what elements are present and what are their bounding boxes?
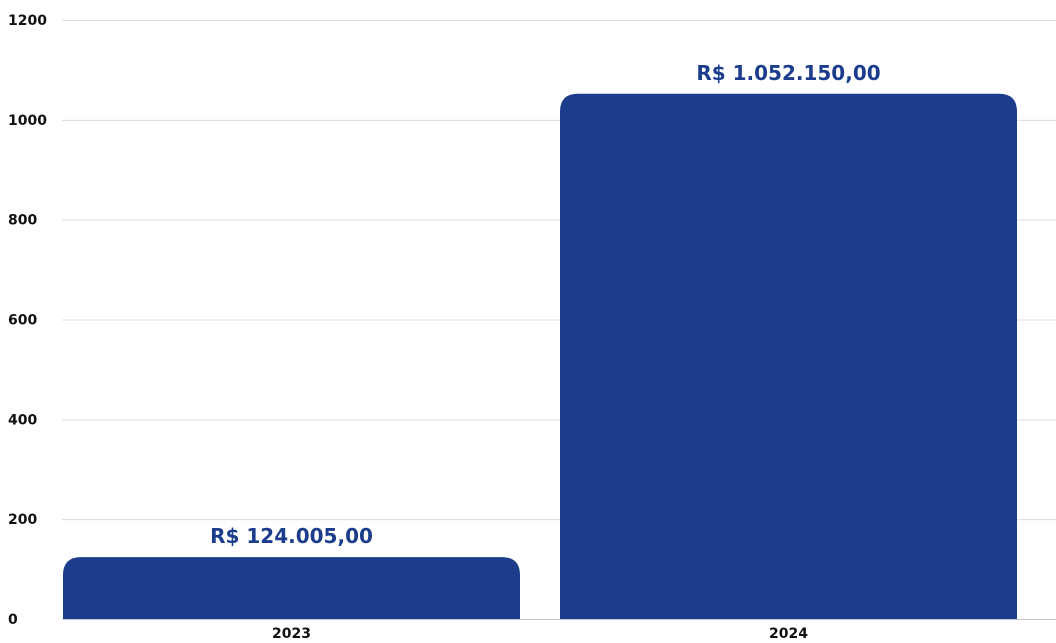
y-tick-label: 1200	[8, 13, 47, 29]
y-tick-label: 200	[8, 512, 37, 528]
y-tick-label: 1000	[8, 113, 47, 129]
x-tick-label-2024: 2024	[769, 626, 808, 642]
y-tick-label: 400	[8, 412, 37, 428]
y-tick-label: 600	[8, 313, 37, 329]
bar-2023	[63, 557, 520, 619]
data-label-2023: R$ 124.005,00	[210, 524, 373, 548]
y-tick-label: 0	[8, 612, 18, 628]
data-labels: R$ 124.005,00 R$ 1.052.150,00	[210, 61, 881, 548]
y-tick-label: 800	[8, 213, 37, 229]
data-label-2024: R$ 1.052.150,00	[696, 61, 880, 85]
x-tick-label-2023: 2023	[272, 626, 311, 642]
grid-layer	[62, 20, 1056, 620]
bar-2024	[560, 93, 1017, 620]
bars	[63, 93, 1017, 620]
y-axis-ticks: 0 200 400 600 800 1000 1200	[8, 13, 47, 628]
x-axis-labels: 2023 2024	[272, 626, 808, 642]
